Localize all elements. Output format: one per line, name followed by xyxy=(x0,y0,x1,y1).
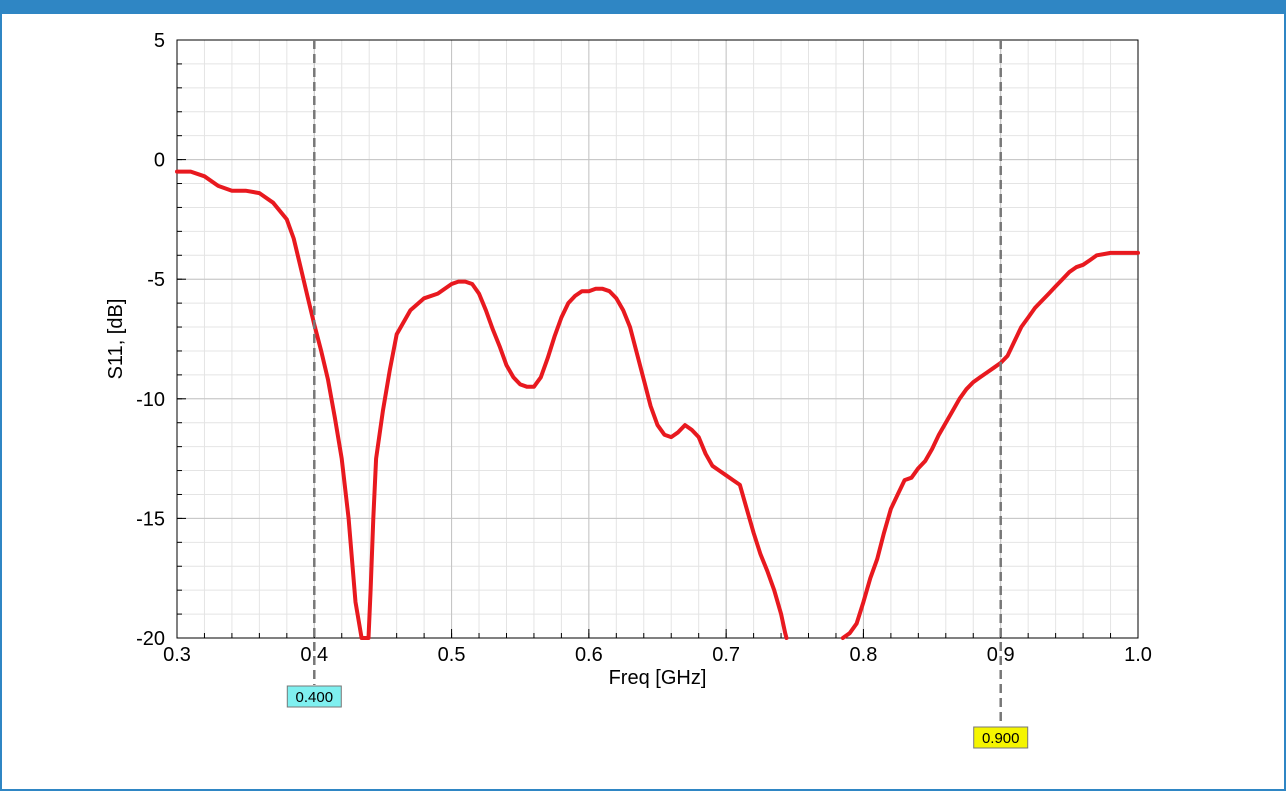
y-tick-label: -10 xyxy=(136,389,165,411)
x-axis-title: Freq [GHz] xyxy=(609,667,707,689)
marker-label-box[interactable] xyxy=(286,685,342,708)
x-tick-label: 0.9 xyxy=(987,644,1015,666)
major-gridlines xyxy=(176,39,1139,639)
y-tick-label: 0 xyxy=(154,150,165,172)
marker-label[interactable]: 0.900 xyxy=(982,730,1020,747)
y-tick-labels: 5 0 -5 -10 -15 -20 xyxy=(136,30,165,650)
s11-series-line xyxy=(175,169,789,640)
x-tick-label: 0.6 xyxy=(575,644,603,666)
minor-gridlines xyxy=(176,39,1139,639)
s11-series-line xyxy=(840,250,1140,640)
marker-label[interactable]: 0.400 xyxy=(296,689,334,706)
marker-label-box[interactable] xyxy=(973,726,1029,749)
y-axis-title: S11, [dB] xyxy=(105,299,127,380)
x-tick-label: 0.5 xyxy=(438,644,466,666)
marker-layer[interactable]: 0.400 0.900 xyxy=(286,40,1029,749)
x-tick-label: 0.4 xyxy=(300,644,328,666)
x-tick-label: 0.7 xyxy=(712,644,740,666)
series-layer xyxy=(175,169,1140,640)
x-tick-labels: 0.3 0.4 0.5 0.6 0.7 0.8 0.9 1.0 xyxy=(163,644,1152,666)
title-bar xyxy=(2,2,1286,14)
y-tick-label: 5 xyxy=(154,30,165,52)
axis-ticks xyxy=(176,39,1139,639)
x-tick-label: 0.8 xyxy=(850,644,878,666)
x-tick-label: 1.0 xyxy=(1124,644,1152,666)
y-tick-label: -20 xyxy=(136,628,165,650)
plot-area-border xyxy=(176,39,1139,639)
y-tick-label: -5 xyxy=(147,269,165,291)
y-tick-label: -15 xyxy=(136,508,165,530)
x-tick-label: 0.3 xyxy=(163,644,191,666)
